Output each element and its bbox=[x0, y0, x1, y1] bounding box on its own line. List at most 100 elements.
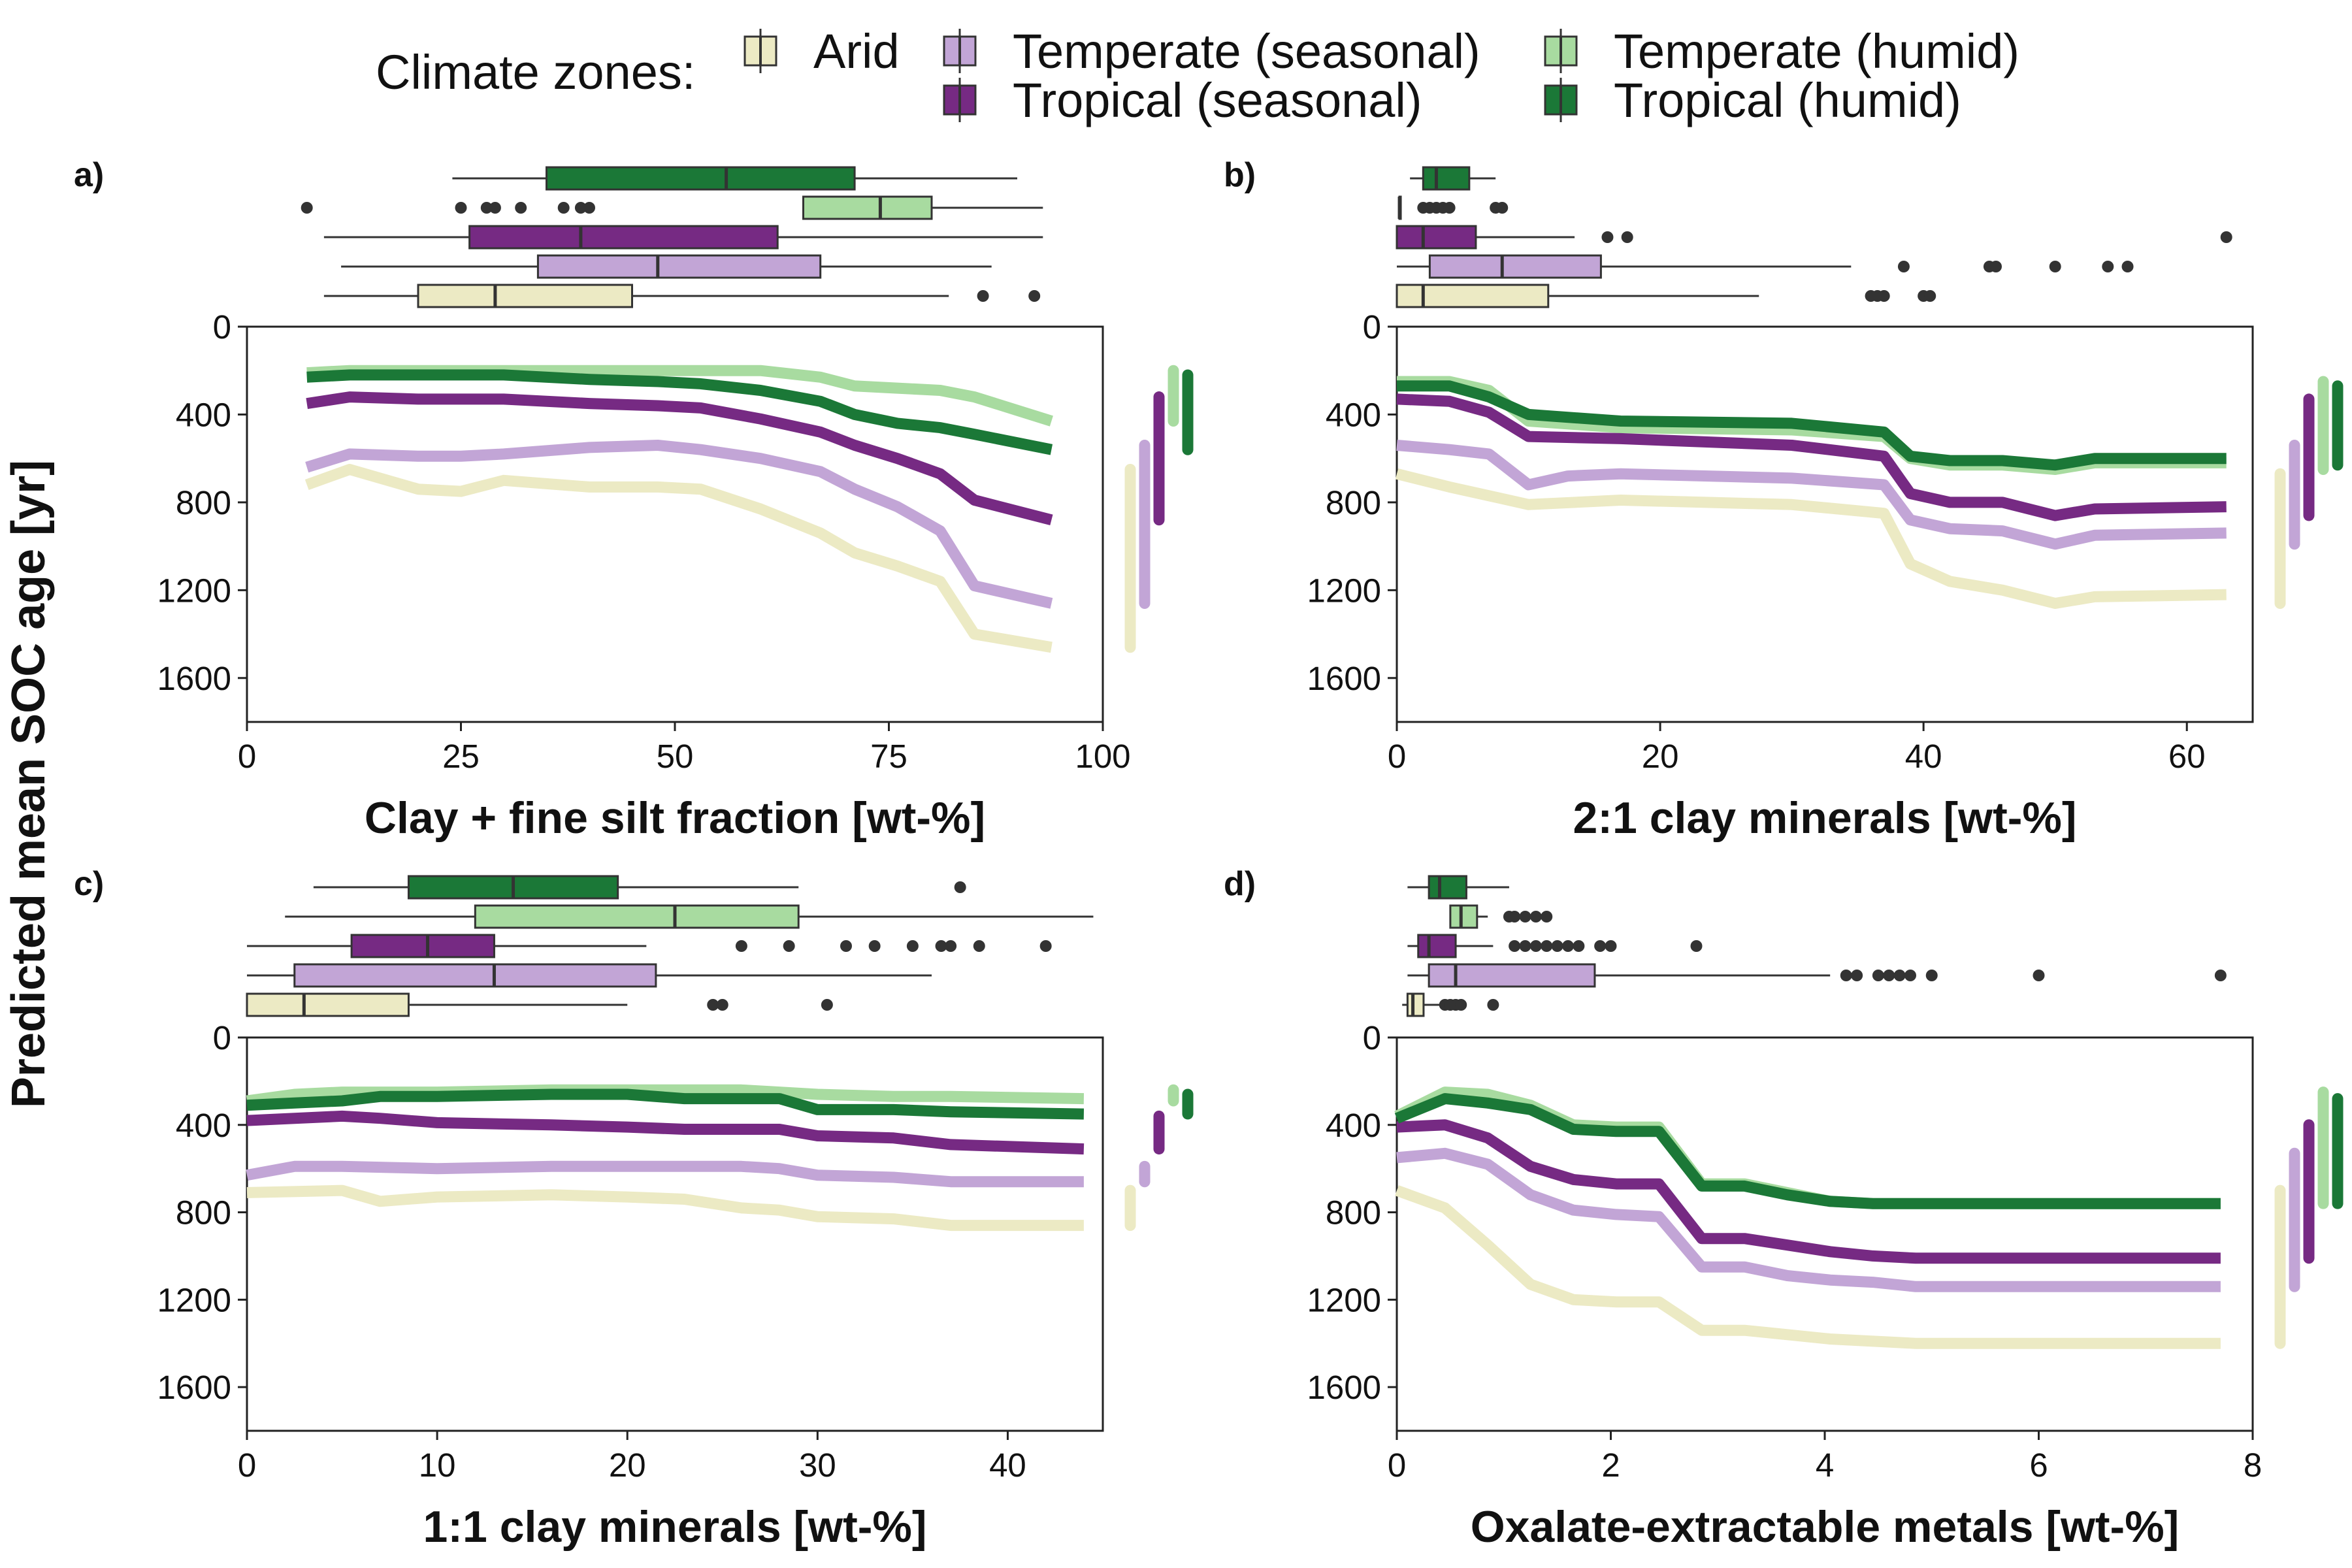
boxplot-outlier bbox=[1893, 970, 1906, 981]
boxplot-outlier bbox=[1562, 940, 1574, 952]
plot-frame bbox=[246, 1036, 1104, 1432]
series-line-tropical-seasonal bbox=[1396, 1119, 2221, 1264]
boxplot-box bbox=[1396, 284, 1550, 308]
series-line-arid bbox=[1395, 468, 2227, 609]
boxplot-tropical-humid bbox=[1410, 166, 1496, 191]
series-line-tropical-seasonal bbox=[306, 391, 1053, 526]
boxplot-arid bbox=[1396, 284, 1936, 308]
x-tick-label: 75 bbox=[870, 738, 907, 775]
plot-frame bbox=[1396, 1036, 2254, 1432]
boxplot-outlier bbox=[1924, 290, 1936, 302]
boxplot-outlier bbox=[1904, 970, 1916, 981]
series-line-tropical-seasonal bbox=[1396, 393, 2227, 521]
boxplot-outlier bbox=[1509, 911, 1521, 923]
series-line-tropical-humid bbox=[306, 369, 1053, 455]
panel-c: c) 0 400 800 1200 1600 0 10 20 30 40 1:1 clay miner… bbox=[74, 865, 1194, 1552]
boxplot-outlier bbox=[2220, 231, 2232, 243]
boxplot-outlier bbox=[821, 999, 833, 1011]
y-tick-label: 0 bbox=[213, 1019, 231, 1056]
y-tick-label: 400 bbox=[1326, 396, 1381, 433]
boxplot-outlier bbox=[1925, 970, 1938, 981]
boxplot-outlier bbox=[1519, 940, 1531, 952]
boxplot-outlier bbox=[1690, 940, 1703, 952]
y-tick-label: 1200 bbox=[157, 1281, 231, 1318]
boxplot-outlier bbox=[906, 940, 919, 952]
plot-frame bbox=[1396, 325, 2254, 723]
boxplot-temperate-seasonal bbox=[247, 963, 932, 988]
boxplot-tropical-seasonal bbox=[1407, 934, 1703, 958]
boxplot-outlier bbox=[489, 202, 501, 214]
y-tick-label: 1600 bbox=[1307, 1369, 1381, 1406]
boxplot-outlier bbox=[935, 940, 947, 952]
boxplot-outlier bbox=[1594, 940, 1607, 952]
legend-title: Climate zones: bbox=[376, 45, 695, 99]
boxplot-outlier bbox=[2214, 970, 2227, 981]
boxplot-arid bbox=[246, 992, 833, 1017]
x-tick-label: 0 bbox=[1388, 1446, 1406, 1484]
series-line-tropical-seasonal bbox=[246, 1110, 1085, 1155]
y-tick-label: 0 bbox=[1363, 308, 1381, 346]
boxplot-outlier bbox=[1840, 970, 1852, 981]
legend-item-temperate-humid: Temperate (humid) bbox=[1544, 24, 2019, 78]
legend-item-tropical-seasonal: Tropical (seasonal) bbox=[943, 73, 1422, 127]
boxplot-outlier bbox=[1573, 940, 1585, 952]
y-tick-label: 0 bbox=[213, 308, 231, 346]
panel-d: d) 0 400 800 1200 1600 0 2 4 6 8 Oxalate-extractabl… bbox=[1224, 865, 2344, 1552]
x-tick-label: 30 bbox=[799, 1446, 836, 1484]
series-line-tropical-humid bbox=[1397, 380, 2227, 471]
boxplot-arid bbox=[323, 284, 1041, 308]
boxplot-box bbox=[1422, 166, 1471, 191]
series-line-temperate-seasonal bbox=[305, 440, 1053, 609]
boxplot-outlier bbox=[973, 940, 985, 952]
x-tick-label: 20 bbox=[609, 1446, 646, 1484]
boxplot-outlier bbox=[1851, 970, 1863, 981]
x-axis-title: 2:1 clay minerals [wt-%] bbox=[1573, 793, 2077, 843]
y-tick-label: 400 bbox=[176, 396, 231, 433]
x-tick-label: 100 bbox=[1075, 738, 1130, 775]
series-line-tropical-humid bbox=[246, 1088, 1085, 1120]
x-tick-label: 0 bbox=[1388, 738, 1406, 775]
legend-label-temperate-humid: Temperate (humid) bbox=[1614, 24, 2019, 78]
boxplot-outlier bbox=[2049, 261, 2061, 272]
panel-tag: a) bbox=[74, 156, 104, 194]
boxplot-outlier bbox=[735, 940, 747, 952]
x-tick-label: 20 bbox=[1642, 738, 1679, 775]
y-tick-label: 400 bbox=[1326, 1107, 1381, 1144]
boxplot-outlier bbox=[716, 999, 728, 1011]
boxplot-box bbox=[350, 934, 495, 958]
boxplot-outlier bbox=[1883, 970, 1895, 981]
boxplot-box bbox=[1406, 992, 1425, 1017]
boxplot-outlier bbox=[1990, 261, 2002, 272]
x-tick-label: 60 bbox=[2168, 738, 2206, 775]
boxplot-box bbox=[1428, 963, 1596, 988]
boxplot-outlier bbox=[1541, 940, 1553, 952]
boxplot-outlier bbox=[1605, 940, 1617, 952]
boxplot-outlier bbox=[583, 202, 595, 214]
x-axis-title: Clay + fine silt fraction [wt-%] bbox=[365, 793, 985, 843]
boxplot-box bbox=[1417, 934, 1457, 958]
boxplot-outlier bbox=[1872, 970, 1884, 981]
boxplot-temperate-seasonal bbox=[1407, 963, 2227, 988]
boxplot-outlier bbox=[1621, 231, 1633, 243]
boxplot-box bbox=[802, 195, 933, 220]
series-line-temperate-seasonal bbox=[1396, 1147, 2221, 1292]
x-tick-label: 0 bbox=[238, 738, 256, 775]
boxplot-outlier bbox=[2121, 261, 2134, 272]
boxplot-outlier bbox=[1601, 231, 1614, 243]
x-tick-label: 10 bbox=[419, 1446, 456, 1484]
boxplot-outlier bbox=[945, 940, 957, 952]
boxplot-tropical-humid bbox=[313, 875, 966, 900]
boxplot-box bbox=[468, 225, 779, 250]
boxplot-outlier bbox=[1878, 290, 1890, 302]
x-tick-label: 4 bbox=[1816, 1446, 1834, 1484]
boxplot-outlier bbox=[2033, 970, 2045, 981]
boxplot-outlier bbox=[1529, 940, 1542, 952]
y-tick-label: 1200 bbox=[157, 572, 231, 609]
legend-label-tropical-seasonal: Tropical (seasonal) bbox=[1013, 73, 1422, 127]
boxplot-outlier bbox=[868, 940, 881, 952]
boxplot-box bbox=[1428, 875, 1467, 900]
legend-label-temperate-seasonal: Temperate (seasonal) bbox=[1013, 24, 1480, 78]
x-tick-label: 40 bbox=[1905, 738, 1942, 775]
y-tick-label: 1600 bbox=[157, 660, 231, 697]
